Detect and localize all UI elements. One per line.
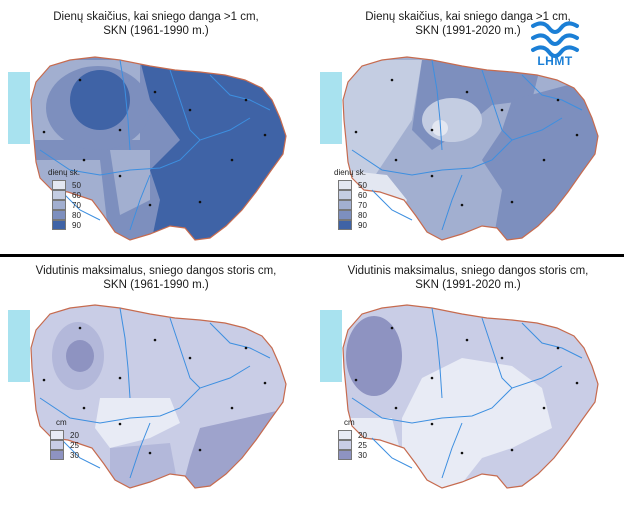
legend-label: 90 (72, 221, 81, 230)
map-snow-depth-1991-2020 (320, 304, 599, 489)
map-title: Dienų skaičius, kai sniego danga >1 cm, … (53, 11, 259, 37)
legend-swatch (338, 450, 352, 460)
legend-label: 20 (358, 431, 367, 440)
baltic-sea (320, 310, 342, 382)
legend-label: 20 (70, 431, 79, 440)
legend-label: 60 (72, 191, 81, 200)
legend-label: 25 (70, 441, 79, 450)
rivers (39, 307, 271, 479)
legend-label: 50 (72, 181, 81, 190)
baltic-sea (320, 72, 342, 144)
legend-swatch (338, 180, 352, 190)
baltic-sea (8, 310, 30, 382)
map-title: Dienų skaičius, kai sniego danga >1 cm, … (365, 11, 571, 37)
legend-title: dienų sk. (48, 168, 81, 177)
legend-label: 25 (358, 441, 367, 450)
map-title: Vidutinis maksimalus, sniego dangos stor… (347, 265, 589, 291)
map-snow-days-1961-1990 (8, 56, 287, 241)
rivers (39, 59, 271, 231)
legend-swatch (52, 220, 66, 230)
legend-swatch (50, 440, 64, 450)
section-divider (0, 254, 624, 257)
stations (354, 326, 579, 455)
legend-swatch (338, 440, 352, 450)
legend-swatch (338, 210, 352, 220)
rivers (351, 59, 583, 231)
legend-title: dienų sk. (334, 168, 367, 177)
map-snow-days-1991-2020 (320, 56, 599, 241)
map-snow-depth-1961-1990 (8, 304, 287, 489)
legend-label: 80 (72, 211, 81, 220)
rivers (351, 307, 583, 479)
legend-swatch (50, 430, 64, 440)
legend-label: 70 (358, 201, 367, 210)
map-title: Vidutinis maksimalus, sniego dangos stor… (35, 265, 277, 291)
panel-snow-depth-1961-1990: Vidutinis maksimalus, sniego dangos stor… (0, 258, 312, 506)
stations (42, 326, 267, 455)
lhmt-logo-text: LHMT (537, 54, 573, 68)
legend-swatch (338, 430, 352, 440)
legend-swatch (52, 180, 66, 190)
stations (42, 78, 267, 207)
legend-title: cm (344, 418, 355, 427)
legend-label: 70 (72, 201, 81, 210)
legend-swatch (338, 190, 352, 200)
legend-label: 50 (358, 181, 367, 190)
legend-title: cm (56, 418, 67, 427)
panel-snow-days-1961-1990: Dienų skaičius, kai sniego danga >1 cm, … (0, 0, 312, 248)
legend-swatch (50, 450, 64, 460)
legend-label: 90 (358, 221, 367, 230)
legend-label: 80 (358, 211, 367, 220)
legend-swatch (52, 190, 66, 200)
legend-swatch (52, 210, 66, 220)
baltic-sea (8, 72, 30, 144)
panel-snow-days-1991-2020: Dienų skaičius, kai sniego danga >1 cm, … (312, 0, 624, 248)
legend-swatch (52, 200, 66, 210)
legend-label: 60 (358, 191, 367, 200)
legend-label: 30 (70, 451, 79, 460)
legend-label: 30 (358, 451, 367, 460)
legend-swatch (338, 200, 352, 210)
lhmt-waves-logo (531, 21, 579, 58)
legend-swatch (338, 220, 352, 230)
stations (354, 78, 579, 207)
panel-snow-depth-1991-2020: Vidutinis maksimalus, sniego dangos stor… (312, 258, 624, 506)
